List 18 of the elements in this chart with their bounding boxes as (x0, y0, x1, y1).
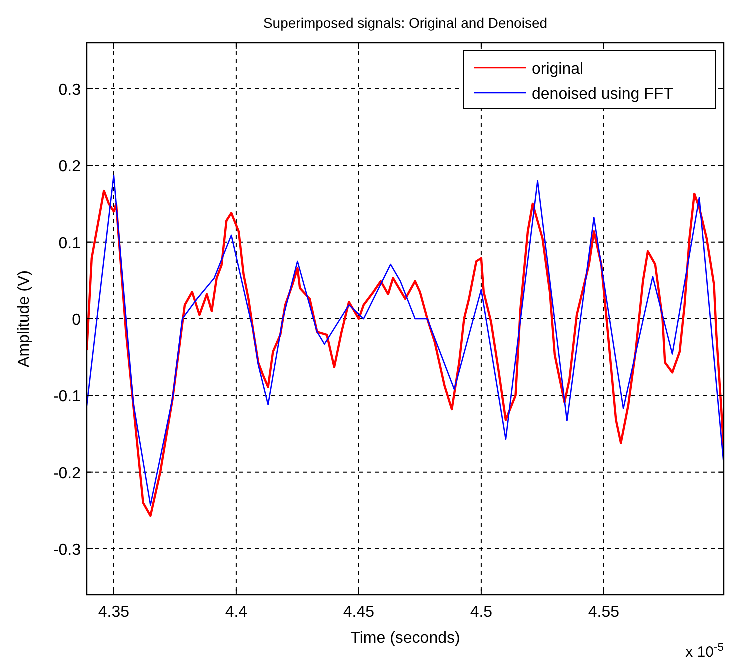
chart-title: Superimposed signals: Original and Denoised (263, 15, 548, 31)
text: x 10$^{-5}$ (686, 642, 724, 661)
legend-label: original (532, 61, 584, 78)
y-tick-label: 0.3 (58, 82, 82, 99)
x-tick-label: 4.55 (588, 604, 620, 621)
x-tick-label: 4.5 (470, 604, 493, 621)
y-tick-label: -0.1 (53, 388, 82, 406)
x-tick-label: 4.45 (343, 604, 375, 621)
y-tick-label: 0 (72, 312, 82, 329)
y-axis-title: Amplitude (V) (16, 270, 33, 368)
x-axis-title: Time (seconds) (350, 630, 460, 647)
legend-label: denoised using FFT (532, 86, 674, 103)
y-tick-label: -0.3 (53, 542, 82, 559)
y-tick-label: 0.1 (58, 235, 82, 252)
x-tick-label: 4.35 (98, 604, 130, 621)
y-tick-label: -0.2 (53, 465, 82, 482)
x-tick-label: 4.4 (225, 604, 248, 621)
y-tick-label: 0.2 (58, 158, 82, 176)
